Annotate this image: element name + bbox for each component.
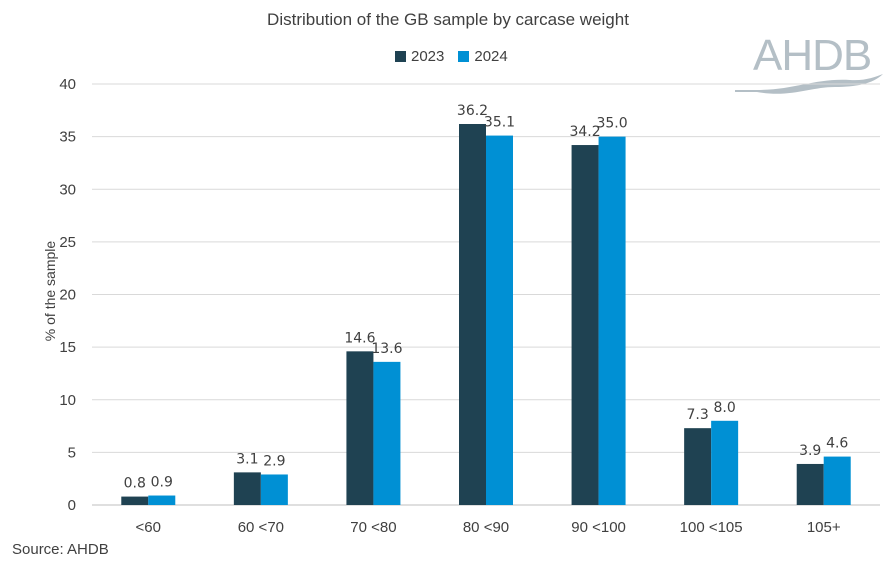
legend-item-2023: 2023 (395, 48, 444, 65)
bar-2023 (121, 496, 149, 505)
y-tick-label: 35 (59, 129, 76, 146)
data-label-2024: 0.9 (151, 475, 173, 491)
x-tick-label: 80 <90 (463, 519, 509, 536)
svg-text:AHDB: AHDB (753, 32, 871, 80)
source-note: Source: AHDB (12, 541, 109, 558)
y-tick-label: 25 (59, 234, 76, 251)
x-tick-label: 70 <80 (350, 519, 396, 536)
data-label-2024: 2.9 (263, 453, 285, 469)
bar-2024 (486, 135, 513, 505)
y-tick-label: 20 (59, 287, 76, 304)
bar-2024 (823, 456, 851, 505)
bar-2024 (148, 495, 176, 505)
y-tick-label: 5 (68, 444, 76, 461)
bar-2023 (571, 145, 599, 506)
x-tick-label: 60 <70 (238, 519, 284, 536)
data-label-2024: 35.1 (484, 115, 515, 131)
y-tick-label: 0 (68, 497, 76, 514)
chart-title: Distribution of the GB sample by carcase… (267, 10, 629, 29)
data-label-2024: 8.0 (714, 400, 736, 416)
bar-2023 (684, 428, 712, 505)
legend-item-2024: 2024 (458, 48, 508, 65)
y-tick-label: 15 (59, 339, 76, 356)
y-tick-label: 30 (59, 181, 76, 198)
data-label-2023: 14.6 (344, 330, 375, 346)
bar-2023 (459, 123, 486, 506)
bar-2024 (373, 361, 401, 505)
x-tick-label: 100 <105 (680, 519, 743, 536)
data-label-2023: 3.9 (799, 443, 821, 459)
bar-2023 (233, 472, 261, 505)
data-label-2023: 34.2 (569, 124, 600, 140)
legend-label-2024: 2024 (474, 48, 508, 65)
data-label-2023: 7.3 (687, 407, 709, 423)
y-tick-label: 40 (59, 76, 76, 93)
x-tick-label: 90 <100 (571, 519, 626, 536)
legend-swatch-2023 (395, 51, 406, 62)
data-label-2023: 0.8 (124, 476, 146, 492)
x-tick-label: 105+ (807, 519, 841, 536)
data-label-2024: 4.6 (826, 436, 848, 452)
data-label-2023: 36.2 (457, 103, 488, 119)
bar-2024 (711, 420, 739, 505)
bar-2024 (598, 136, 626, 505)
bar-2023 (796, 463, 824, 505)
legend: 2023 2024 (395, 48, 508, 65)
data-label-2024: 13.6 (371, 341, 402, 357)
x-tick-label: <60 (136, 519, 161, 536)
legend-label-2023: 2023 (411, 48, 445, 65)
data-label-2024: 35.0 (596, 116, 627, 132)
bar-2024 (260, 474, 288, 505)
data-label-2023: 3.1 (236, 451, 258, 467)
legend-swatch-2024 (458, 51, 470, 62)
bar-2023 (346, 351, 374, 505)
y-tick-label: 10 (59, 392, 76, 409)
